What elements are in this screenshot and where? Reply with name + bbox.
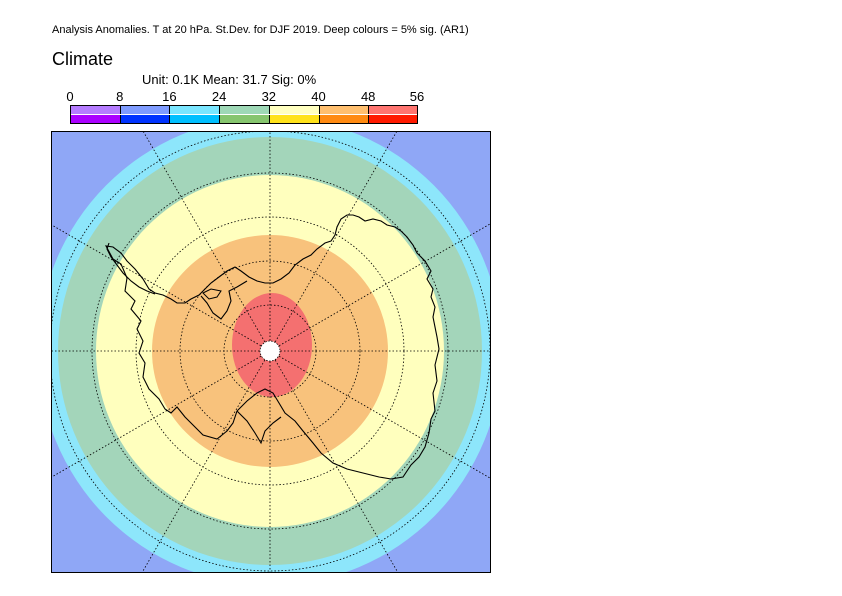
colorbar-swatch-light [268,106,319,114]
longitude-line [269,222,491,352]
colorbar-tick-label: 24 [211,89,227,104]
pole-marker [259,340,281,362]
colorbar-swatch-deep [119,115,170,123]
colorbar-swatch-deep [169,115,220,123]
longitude-line [142,131,271,352]
longitude-line [269,350,491,480]
island-shape [202,288,222,300]
antarctica-coastline [104,214,440,480]
colorbar-swatch-light [119,106,170,114]
colorbar: 0 8 16 24 32 40 48 56 [66,88,424,126]
colorbar-swatch-deep [70,115,120,123]
colorbar-swatch-light [169,106,220,114]
polar-map [51,131,491,573]
ross-ice-shelf [236,410,282,445]
colorbar-tick-label: 56 [409,89,425,104]
colorbar-swatch-deep [268,115,319,123]
weddell-sea-notch [200,280,248,320]
colorbar-swatch-deep [219,115,269,123]
colorbar-tick-label: 0 [66,89,74,104]
colorbar-swatch-light [368,106,418,114]
colorbar-tick-label: 32 [261,89,277,104]
colorbar-swatch-light [318,106,369,114]
longitude-line [269,131,398,352]
longitude-line [269,350,399,573]
plot-title: Analysis Anomalies. T at 20 hPa. St.Dev.… [52,24,469,36]
map-svg [51,131,491,573]
colorbar-tick-label: 8 [116,89,124,104]
colorbar-swatch-light [70,106,120,114]
colorbar-swatch-deep [368,115,418,123]
stats-line: Unit: 0.1K Mean: 31.7 Sig: 0% [142,72,317,87]
colorbar-tick-label: 40 [311,89,326,104]
colorbar-tick-label: 16 [162,89,177,104]
longitude-line [51,350,271,478]
latitude-circle [179,260,361,442]
plot-subtitle: Climate [52,49,114,69]
colorbar-tick-label: 48 [360,89,376,104]
map-frame [51,131,491,573]
colorbar-swatch-deep [318,115,369,123]
latitude-circle [91,172,449,530]
antarctic-peninsula [106,242,156,295]
longitude-line [141,350,271,573]
colorbar-swatch-light [219,106,269,114]
longitude-line [51,224,271,352]
